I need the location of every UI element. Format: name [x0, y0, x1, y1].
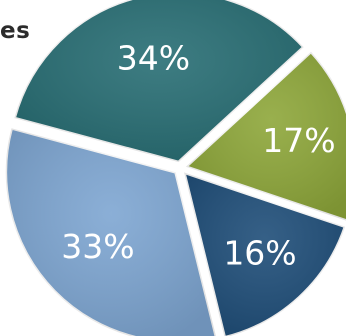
- slice-shading: [184, 172, 346, 336]
- heading-fragment: es: [0, 18, 31, 44]
- slice-label: 33%: [61, 227, 134, 266]
- pie-slices: [4, 0, 346, 336]
- slice-shading: [185, 51, 346, 221]
- slice-label: 17%: [262, 121, 335, 160]
- slice-label: 34%: [117, 38, 190, 77]
- slice-shading: [5, 128, 216, 336]
- slice-label: 16%: [223, 234, 296, 273]
- slice-shading: [14, 0, 304, 163]
- pie-labels: 34% 17% 16% 33%: [61, 38, 335, 272]
